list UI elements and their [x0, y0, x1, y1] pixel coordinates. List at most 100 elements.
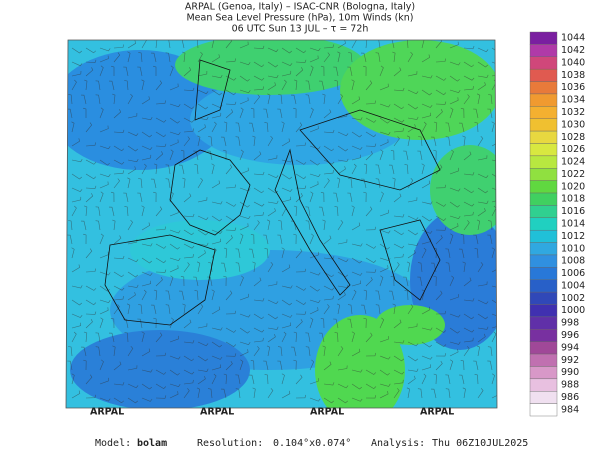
color-swatch [529, 279, 558, 293]
wind-barb [239, 61, 251, 66]
wind-barb [127, 158, 139, 163]
wind-barb [99, 359, 104, 371]
wind-barb [347, 66, 353, 77]
wind-barb [421, 229, 433, 234]
wind-barb [239, 327, 250, 334]
wind-barb [351, 348, 361, 357]
wind-barb [487, 108, 493, 119]
wind-barb [491, 322, 497, 329]
footer-value: 0.104°x0.074° [273, 438, 351, 449]
map [66, 40, 497, 408]
wind-barb [295, 299, 307, 305]
wind-barb [348, 178, 353, 189]
wind-barb [407, 103, 418, 110]
wind-barb [334, 206, 339, 217]
wind-barb [211, 40, 215, 49]
wind-barb [123, 66, 129, 77]
wind-barb [462, 135, 466, 147]
wind-barb [407, 242, 419, 246]
colorbar-label: 1042 [561, 45, 585, 56]
wind-barb [99, 317, 104, 329]
wind-barb [113, 145, 125, 152]
wind-barb [169, 265, 179, 273]
wind-barb [71, 79, 77, 91]
colorbar-label: 1000 [561, 305, 585, 316]
wind-barb [127, 93, 133, 105]
wind-barb [68, 346, 73, 357]
wind-barb [183, 103, 195, 110]
wind-barb [322, 93, 326, 105]
wind-barb [278, 94, 283, 105]
wind-barb [71, 285, 83, 289]
wind-barb [169, 103, 181, 108]
wind-barb [407, 51, 413, 63]
colorbar-label: 1034 [561, 95, 585, 106]
wind-barb [449, 75, 460, 82]
wind-barb [83, 107, 87, 118]
wind-barb [477, 61, 488, 68]
wind-barb [477, 207, 486, 217]
wind-barb [85, 268, 96, 273]
wind-barb [253, 220, 260, 231]
wind-barb [375, 40, 381, 49]
wind-barb [183, 87, 195, 92]
wind-barb [250, 107, 255, 119]
wind-barb [211, 364, 221, 371]
wind-barb [309, 47, 321, 52]
wind-barb [337, 284, 349, 288]
wind-barb [309, 397, 321, 402]
wind-barb [155, 226, 166, 231]
wind-barb [197, 215, 209, 221]
wind-barb [435, 89, 447, 96]
wind-barb [99, 125, 109, 133]
wind-barb [211, 229, 223, 234]
wind-barb [379, 191, 384, 203]
wind-barb [421, 355, 433, 360]
wind-barb [141, 280, 151, 287]
colorbar-label: 1032 [561, 107, 585, 118]
wind-barb [197, 323, 208, 329]
wind-barb [347, 192, 353, 203]
wind-barb [223, 275, 227, 287]
wind-barb [449, 223, 459, 231]
wind-barb [141, 397, 153, 402]
wind-barb [320, 192, 325, 203]
colorbar-label: 1028 [561, 132, 585, 143]
wind-barb [223, 149, 227, 161]
wind-barb [281, 196, 291, 203]
wind-barb [435, 353, 447, 357]
wind-barb [235, 388, 241, 399]
wind-barb [476, 93, 481, 105]
wind-barb [407, 89, 419, 95]
color-swatch [529, 391, 558, 404]
wind-barb [379, 317, 385, 329]
wind-barb [393, 319, 402, 329]
wind-barb [421, 341, 432, 348]
wind-barb [85, 173, 97, 180]
wind-barb [141, 383, 152, 390]
wind-barb [295, 159, 307, 165]
colorbar-label: 1016 [561, 206, 585, 217]
wind-barb [477, 47, 489, 53]
wind-barb [85, 47, 97, 54]
wind-barb [421, 103, 433, 108]
wind-barb [474, 122, 479, 133]
wind-barb [211, 373, 217, 385]
wind-barb [445, 248, 451, 259]
wind-barb [363, 317, 367, 329]
color-swatch [529, 44, 558, 57]
wind-barb [347, 304, 353, 315]
wind-barb [379, 65, 384, 77]
wind-barb [138, 178, 143, 189]
wind-barb [183, 193, 192, 203]
wind-barb [295, 185, 307, 189]
wind-barb [108, 80, 115, 91]
colorbar-label: 984 [561, 404, 579, 415]
wind-barb [193, 150, 199, 161]
wind-barb [323, 145, 335, 152]
wind-barb [487, 234, 493, 245]
wind-barb [348, 52, 353, 63]
wind-barb [183, 128, 194, 133]
wind-barb [295, 173, 307, 180]
wind-barb [491, 390, 497, 399]
